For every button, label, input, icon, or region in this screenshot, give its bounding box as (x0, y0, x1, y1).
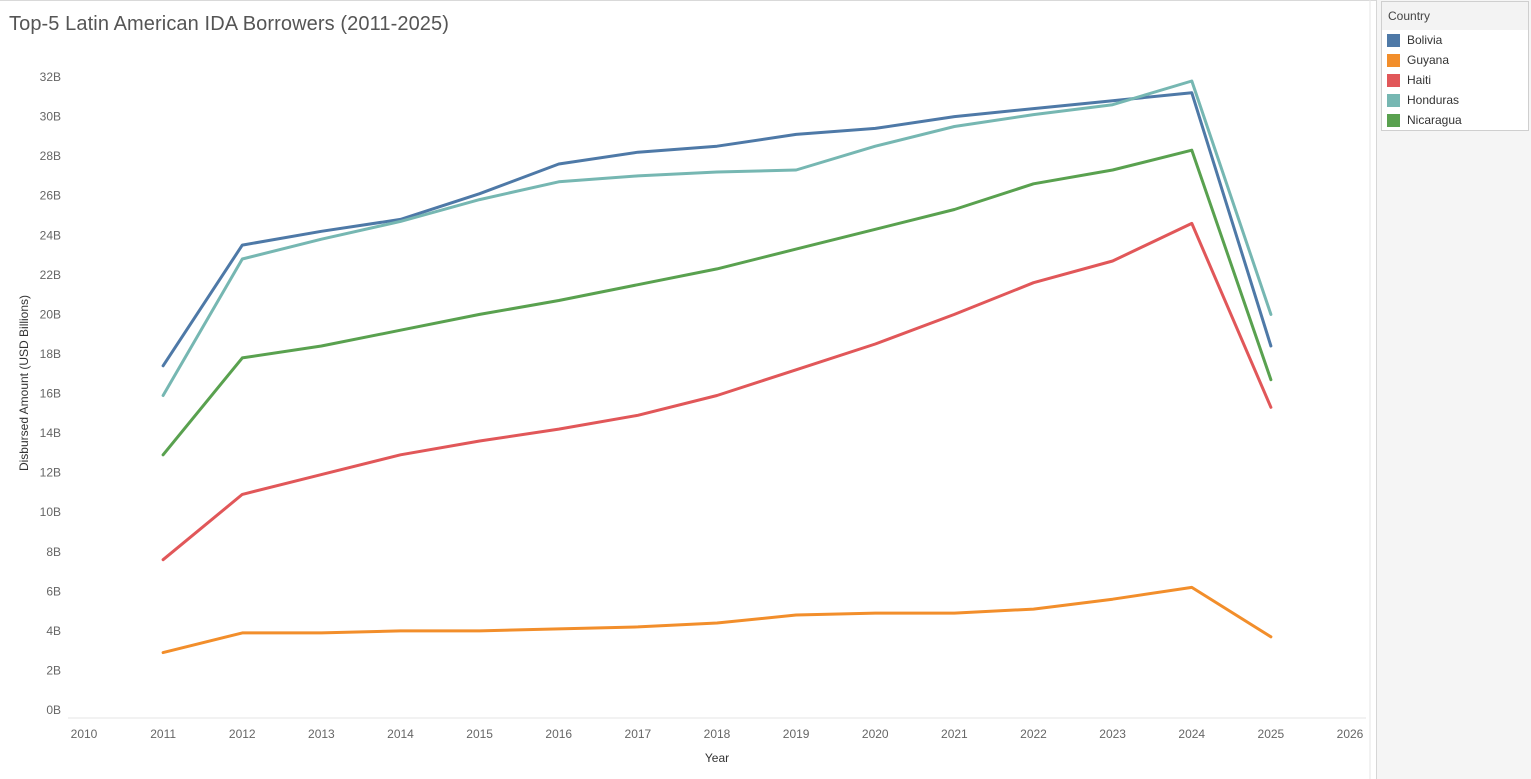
series-line-bolivia[interactable] (161, 91, 1273, 368)
series-line-honduras[interactable] (161, 79, 1273, 397)
x-tick-label: 2020 (862, 727, 889, 741)
legend-item-bolivia[interactable]: Bolivia (1382, 30, 1528, 50)
x-tick-label: 2022 (1020, 727, 1047, 741)
y-tick-label: 26B (40, 189, 61, 203)
legend-swatch (1387, 113, 1400, 127)
x-tick-label: 2012 (229, 727, 256, 741)
legend-item-guyana[interactable]: Guyana (1382, 50, 1528, 70)
y-tick-label: 8B (46, 545, 61, 559)
series-line-nicaragua[interactable] (161, 148, 1273, 457)
x-tick-label: 2014 (387, 727, 414, 741)
y-tick-label: 18B (40, 347, 61, 361)
legend-label: Guyana (1407, 53, 1450, 67)
y-tick-label: 14B (40, 426, 61, 440)
legend-label: Nicaragua (1407, 113, 1462, 127)
legend-item-nicaragua[interactable]: Nicaragua (1382, 110, 1528, 130)
y-tick-label: 24B (40, 228, 61, 242)
y-tick-label: 22B (40, 268, 61, 282)
y-tick-label: 32B (40, 70, 61, 84)
y-tick-label: 16B (40, 387, 61, 401)
y-axis-title: Disbursed Amount (USD Billions) (17, 295, 31, 471)
legend-swatch (1387, 53, 1400, 67)
legend-item-honduras[interactable]: Honduras (1382, 90, 1528, 110)
legend-label: Haiti (1407, 73, 1432, 87)
legend-item-haiti[interactable]: Haiti (1382, 70, 1528, 90)
x-tick-label: 2026 (1337, 727, 1364, 741)
y-tick-label: 6B (46, 584, 61, 598)
series-lines (161, 79, 1273, 655)
legend-label: Bolivia (1407, 33, 1443, 47)
line-chart: 0B 2B 4B 6B 8B 10B 12B 14B 16B 18B 20B 22B 24B 26B 28B… (17, 0, 1371, 779)
x-tick-label: 2018 (704, 727, 731, 741)
x-tick-label: 2010 (71, 727, 98, 741)
chart-title: Top-5 Latin American IDA Borrowers (2011… (9, 13, 449, 35)
x-tick-label: 2025 (1258, 727, 1285, 741)
legend-swatch (1387, 93, 1400, 107)
x-tick-label: 2011 (150, 727, 176, 741)
legend-label: Honduras (1407, 93, 1460, 107)
x-tick-label: 2019 (783, 727, 810, 741)
x-tick-label: 2016 (545, 727, 572, 741)
x-tick-label: 2015 (466, 727, 493, 741)
y-tick-label: 4B (46, 624, 61, 638)
legend-items: Bolivia Guyana Haiti Honduras Nicaragua (1382, 30, 1528, 130)
legend-title: Country (1382, 2, 1528, 30)
series-line-guyana[interactable] (161, 585, 1273, 655)
x-tick-label: 2013 (308, 727, 335, 741)
x-tick-label: 2023 (1099, 727, 1126, 741)
y-tick-label: 2B (46, 663, 61, 677)
legend-swatch (1387, 33, 1400, 47)
series-line-haiti[interactable] (161, 221, 1273, 562)
x-tick-label: 2021 (941, 727, 968, 741)
y-tick-label: 30B (40, 110, 61, 124)
y-tick-label: 20B (40, 307, 61, 321)
x-axis-title: Year (705, 751, 729, 765)
y-tick-label: 10B (40, 505, 61, 519)
legend: Country Bolivia Guyana Haiti Honduras Nicara… (1381, 1, 1529, 131)
y-axis-ticks: 0B 2B 4B 6B 8B 10B 12B 14B 16B 18B 20B 22B 24B 26B 28B… (40, 70, 61, 717)
top-border (0, 0, 1376, 1)
legend-swatch (1387, 73, 1400, 87)
x-axis-ticks: 2010 2011 2012 2013 2014 2015 2016 2017 2018 2019… (71, 727, 1364, 741)
y-tick-label: 28B (40, 149, 61, 163)
x-tick-label: 2017 (625, 727, 652, 741)
y-tick-label: 0B (46, 703, 61, 717)
right-panel: Country Bolivia Guyana Haiti Honduras Nicara… (1376, 0, 1531, 779)
x-tick-label: 2024 (1178, 727, 1205, 741)
y-tick-label: 12B (40, 466, 61, 480)
